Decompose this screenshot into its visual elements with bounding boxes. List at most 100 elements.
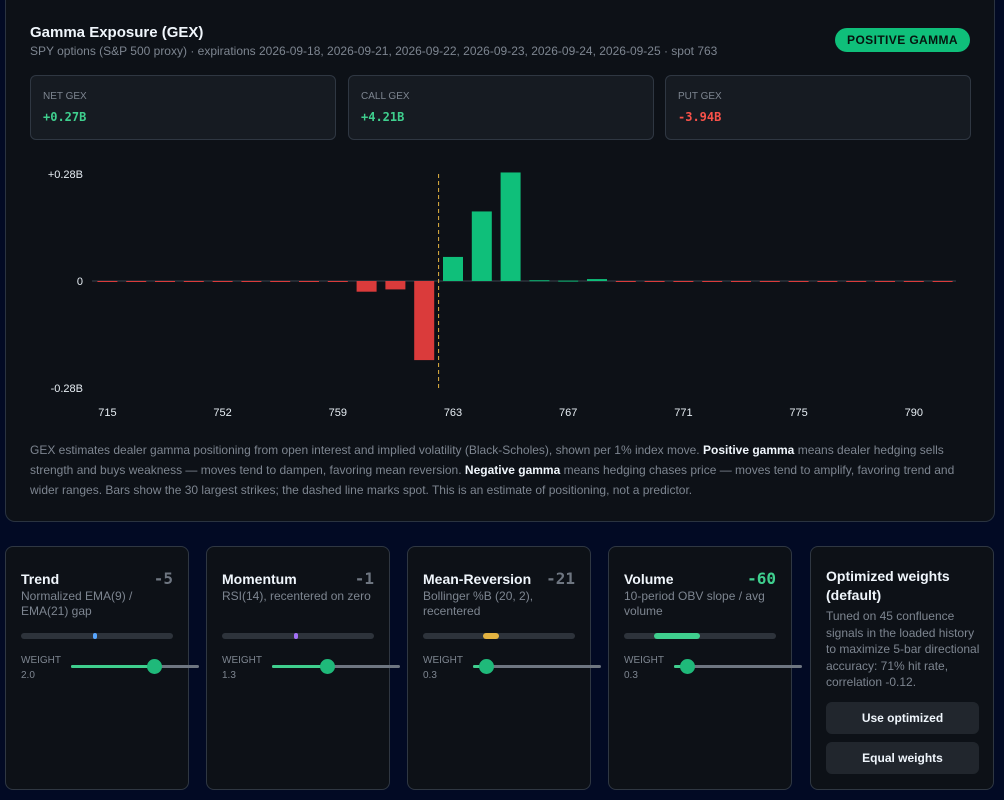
factor-score: -60 xyxy=(747,569,776,588)
gex-description: GEX estimates dealer gamma positioning f… xyxy=(30,440,970,500)
put-gex-label: PUT GEX xyxy=(678,91,722,102)
factor-name: Momentum xyxy=(222,571,297,587)
gex-bar xyxy=(903,281,924,282)
x-tick-label: 790 xyxy=(905,407,923,419)
weight-label: WEIGHT xyxy=(21,655,61,666)
gex-bar xyxy=(673,281,694,282)
gex-bar xyxy=(759,281,780,282)
gex-bar xyxy=(529,280,550,282)
net-gex-label: NET GEX xyxy=(43,91,87,102)
call-gex-card: CALL GEX +4.21B xyxy=(348,75,654,140)
gex-bar xyxy=(356,281,377,292)
weight-slider-thumb[interactable] xyxy=(679,659,695,674)
factor-description: 10-period OBV slope / avg volume xyxy=(624,589,765,618)
gex-bar xyxy=(471,211,492,281)
factor-score: -21 xyxy=(546,569,575,588)
signal-meter xyxy=(624,633,776,639)
gex-panel: Gamma Exposure (GEX) SPY options (S&P 50… xyxy=(5,0,995,522)
x-tick-label: 775 xyxy=(789,407,807,419)
gex-bar xyxy=(385,281,406,290)
weight-slider[interactable] xyxy=(71,659,199,674)
factor-card-volume: Volume -60 10-period OBV slope / avg vol… xyxy=(608,546,802,790)
call-gex-value: +4.21B xyxy=(361,110,405,124)
net-gex-value: +0.27B xyxy=(43,110,87,124)
factor-score: -1 xyxy=(354,569,374,588)
y-tick-label: -0.28B xyxy=(51,383,83,395)
equal-weights-button[interactable]: Equal weights xyxy=(826,742,979,774)
factor-card-trend: Trend -5 Normalized EMA(9) / EMA(21) gap… xyxy=(5,546,199,790)
signal-meter-fill xyxy=(93,633,97,639)
gex-desc-part-1: GEX estimates dealer gamma positioning f… xyxy=(30,443,703,457)
x-tick-label: 767 xyxy=(559,407,577,419)
gex-bar xyxy=(97,281,118,282)
gex-desc-positive-term: Positive gamma xyxy=(702,443,795,457)
gex-bar xyxy=(615,281,636,282)
put-gex-card: PUT GEX -3.94B xyxy=(665,75,971,140)
gex-bar xyxy=(126,281,147,282)
signal-meter-fill xyxy=(654,633,700,639)
gex-desc-negative-term: Negative gamma xyxy=(464,463,561,477)
call-gex-label: CALL GEX xyxy=(361,91,410,102)
factor-card-mean-reversion: Mean-Reversion -21 Bollinger %B (20, 2),… xyxy=(407,546,601,790)
gex-bar xyxy=(846,281,867,282)
signal-meter xyxy=(21,633,173,639)
gex-bar xyxy=(327,281,348,282)
factor-description: Bollinger %B (20, 2), recentered xyxy=(423,589,534,618)
gex-bar xyxy=(183,281,204,282)
weight-label: WEIGHT xyxy=(624,655,664,666)
gex-bar xyxy=(875,281,895,282)
weight-slider[interactable] xyxy=(473,659,601,674)
weight-slider[interactable] xyxy=(272,659,400,674)
gex-bar xyxy=(788,281,809,282)
x-tick-label: 752 xyxy=(213,407,231,419)
weight-value: 0.3 xyxy=(624,670,638,681)
gex-title: Gamma Exposure (GEX) xyxy=(30,24,204,41)
optimized-weights-card: Optimized weights (default) Tuned on 45 … xyxy=(810,546,994,790)
weight-label: WEIGHT xyxy=(222,655,262,666)
weight-label: WEIGHT xyxy=(423,655,463,666)
y-tick-label: +0.28B xyxy=(48,169,83,181)
gex-bar xyxy=(241,281,262,282)
weight-slider-thumb[interactable] xyxy=(147,659,163,674)
factor-description: RSI(14), recentered on zero xyxy=(222,589,371,603)
weight-slider[interactable] xyxy=(674,659,802,674)
y-tick-label: 0 xyxy=(77,276,83,288)
gex-bar xyxy=(702,281,723,282)
factor-name: Volume xyxy=(624,571,674,587)
optimized-weights-description: Tuned on 45 confluence signals in the lo… xyxy=(826,609,980,689)
gex-bar xyxy=(731,281,751,282)
signal-meter xyxy=(423,633,575,639)
gex-bar xyxy=(587,279,607,281)
gex-bar xyxy=(212,281,233,282)
gex-bar xyxy=(500,172,521,281)
x-tick-label: 759 xyxy=(329,407,347,419)
net-gex-card: NET GEX +0.27B xyxy=(30,75,336,140)
x-tick-label: 763 xyxy=(444,407,462,419)
weight-slider-thumb[interactable] xyxy=(320,659,336,674)
gex-bar xyxy=(817,281,838,282)
gex-desc-part-2: means dealer hedging sells strength and … xyxy=(30,443,944,477)
gex-bar xyxy=(558,280,579,282)
gex-desc-part-3: means hedging chases price — moves tend … xyxy=(30,463,955,497)
factor-name: Mean-Reversion xyxy=(423,571,532,587)
factor-score: -5 xyxy=(153,569,173,588)
gex-subtitle: SPY options (S&P 500 proxy) · expiration… xyxy=(30,44,718,58)
factor-card-momentum: Momentum -1 RSI(14), recentered on zero … xyxy=(206,546,400,790)
weight-slider-fill xyxy=(272,665,328,668)
use-optimized-button[interactable]: Use optimized xyxy=(826,702,979,734)
gex-bar xyxy=(299,281,319,282)
signal-meter-fill xyxy=(483,633,499,639)
weight-value: 2.0 xyxy=(21,670,35,681)
gex-bar xyxy=(644,281,665,282)
weight-value: 1.3 xyxy=(222,670,236,681)
gex-bar xyxy=(932,281,953,282)
gex-bar xyxy=(155,281,175,282)
signal-meter xyxy=(222,633,374,639)
weight-slider-thumb[interactable] xyxy=(478,659,494,674)
x-tick-label: 771 xyxy=(674,407,692,419)
gex-bar xyxy=(443,256,463,281)
weight-slider-fill xyxy=(71,665,155,668)
gamma-regime-badge: POSITIVE GAMMA xyxy=(835,28,970,52)
gex-bar xyxy=(270,281,291,282)
gex-bar-chart: +0.28B 0 -0.28B 715 752 759 763 767 771 775 790 xyxy=(48,169,956,419)
